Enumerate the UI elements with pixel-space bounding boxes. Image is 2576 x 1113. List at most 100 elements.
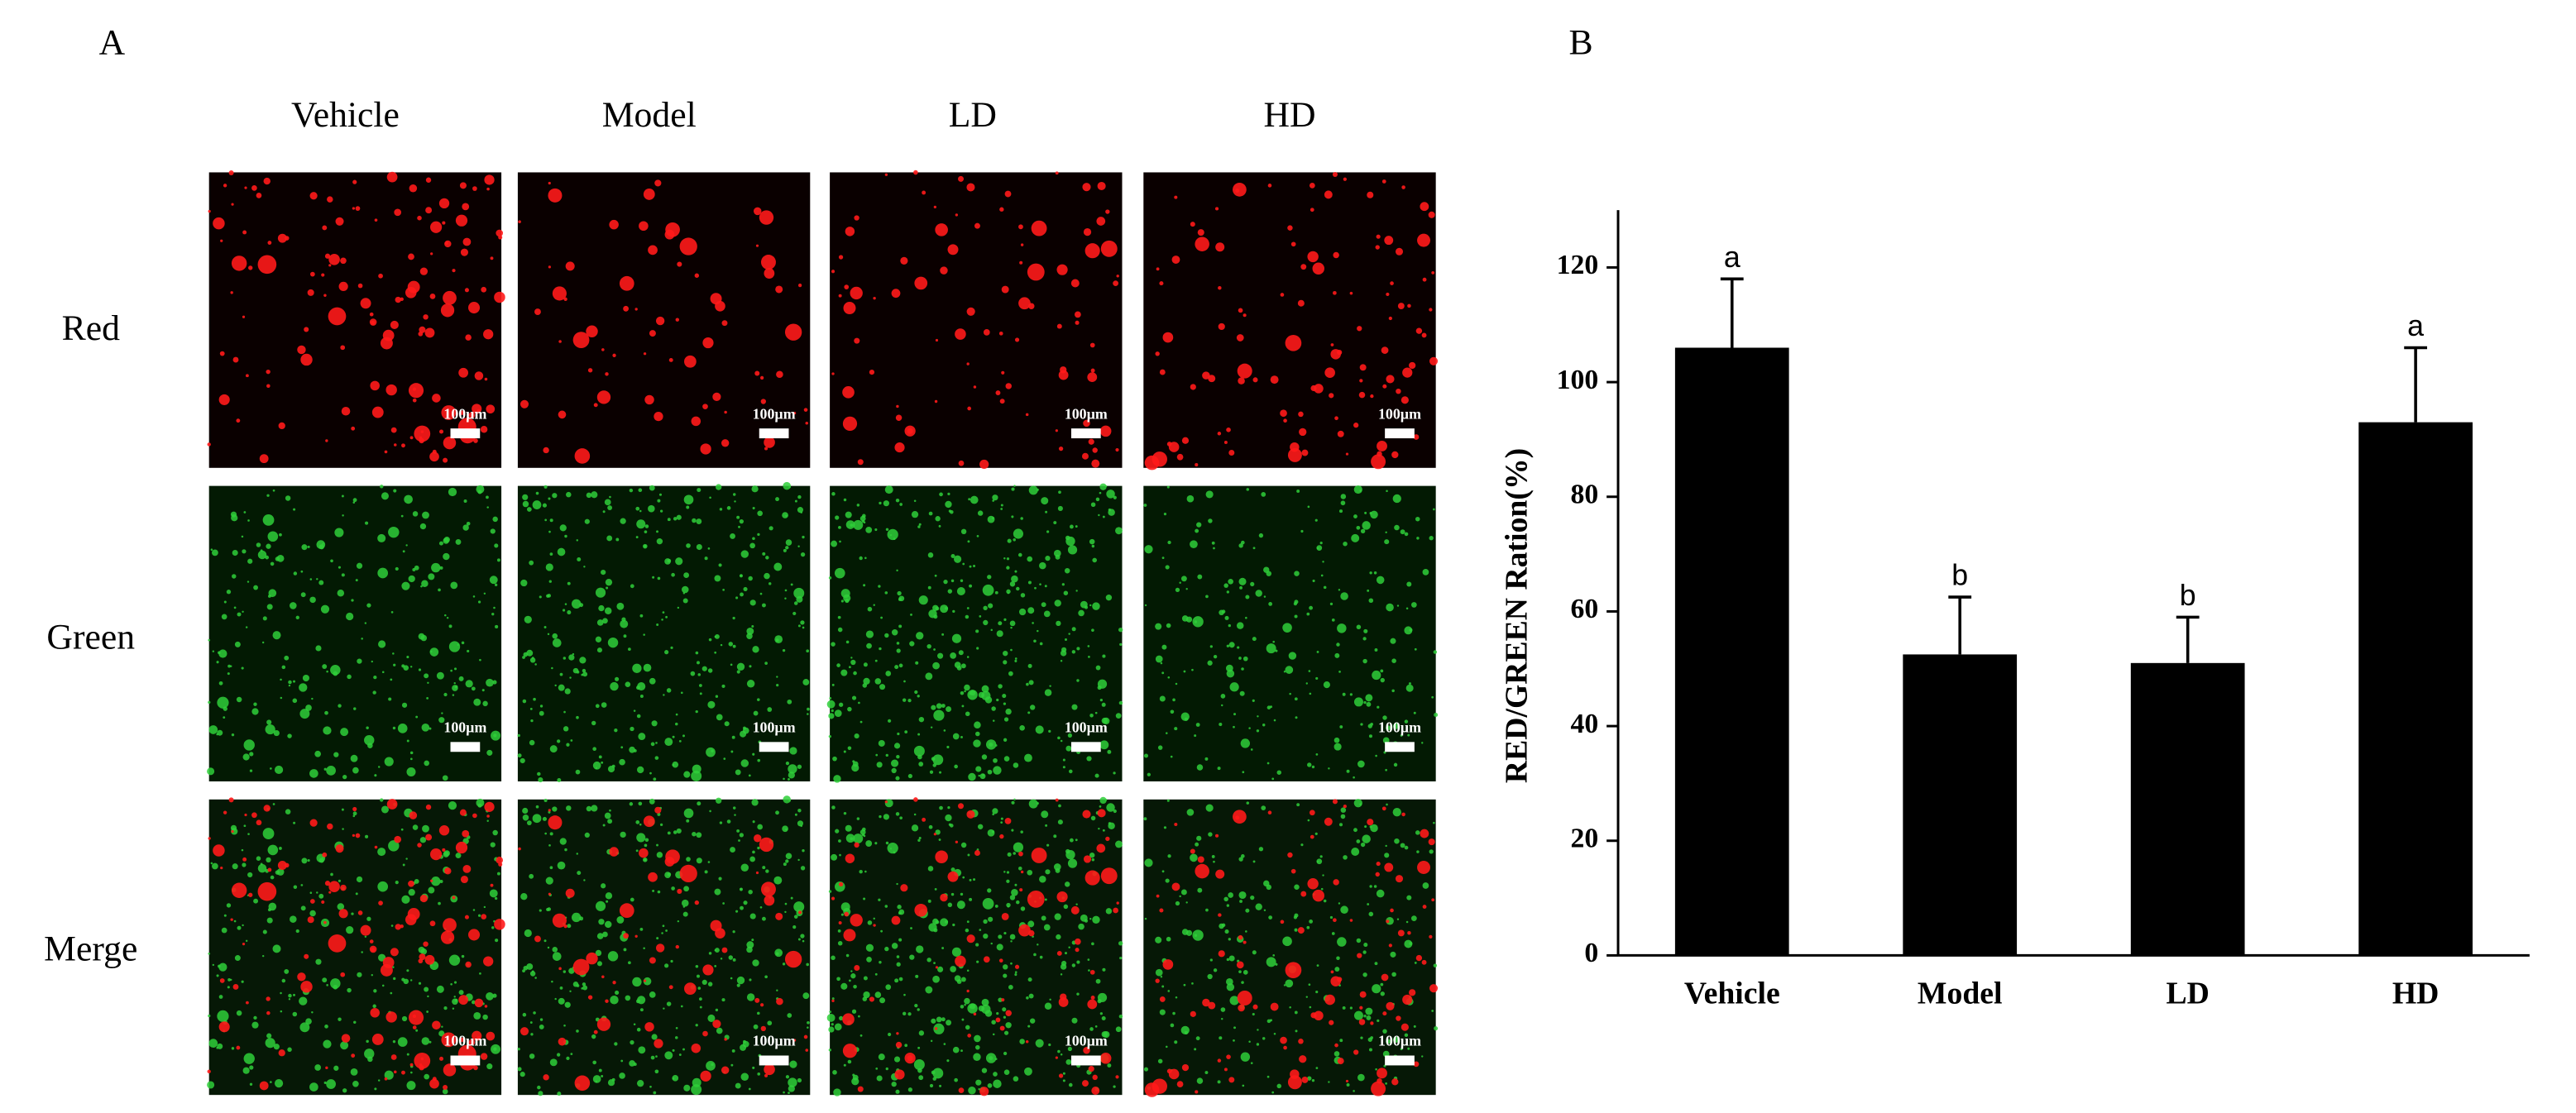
green-cell — [926, 958, 931, 963]
green-cell — [845, 511, 852, 518]
green-cell — [1119, 642, 1123, 647]
bar — [2358, 422, 2473, 956]
green-cell — [939, 1084, 942, 1087]
green-cell — [1020, 593, 1026, 598]
green-cell — [237, 612, 242, 617]
green-cell — [552, 947, 558, 953]
red-cell — [455, 841, 468, 854]
green-cell — [1190, 540, 1198, 549]
red-cell — [307, 916, 314, 924]
green-cell — [1272, 640, 1276, 643]
red-cell — [462, 829, 470, 838]
green-cell — [1155, 623, 1162, 630]
red-cell — [702, 337, 714, 349]
green-cell — [757, 1011, 760, 1015]
red-cell — [907, 428, 913, 434]
green-cell — [897, 590, 902, 596]
red-cell — [1020, 243, 1024, 246]
green-cell — [983, 605, 988, 610]
green-cell — [1362, 950, 1367, 954]
green-cell — [1209, 958, 1213, 962]
green-cell — [1104, 485, 1108, 488]
red-cell — [1381, 973, 1389, 982]
red-cell — [1332, 799, 1338, 805]
green-cell — [522, 1012, 527, 1017]
green-cell — [1311, 1078, 1315, 1082]
green-cell — [1316, 858, 1323, 865]
green-cell — [697, 661, 700, 665]
green-cell — [960, 977, 966, 982]
green-cell — [1221, 704, 1223, 707]
green-cell — [1413, 1025, 1416, 1028]
green-cell — [635, 536, 639, 539]
green-cell — [730, 977, 733, 980]
green-cell — [732, 644, 736, 648]
green-cell — [1415, 830, 1420, 835]
green-cell — [347, 987, 352, 993]
green-cell — [492, 516, 498, 523]
green-cell — [863, 897, 866, 900]
green-cell — [1404, 845, 1409, 850]
scale-bar — [1070, 742, 1101, 752]
green-cell — [968, 772, 976, 781]
red-cell — [483, 329, 494, 340]
green-cell — [1266, 1075, 1270, 1078]
green-cell — [571, 912, 582, 923]
green-cell — [1296, 803, 1300, 807]
red-cell — [1314, 384, 1324, 394]
red-cell — [1343, 804, 1347, 809]
green-cell — [438, 717, 445, 724]
green-cell — [241, 980, 244, 983]
green-cell — [1014, 883, 1017, 886]
green-cell — [625, 995, 631, 1001]
green-cell — [965, 711, 970, 717]
green-cell — [939, 492, 943, 497]
red-cell — [679, 864, 697, 883]
green-cell — [1353, 799, 1362, 808]
green-cell — [406, 767, 416, 776]
green-cell — [1020, 517, 1023, 520]
green-cell — [1334, 652, 1340, 658]
green-cell — [1213, 968, 1218, 972]
micrograph: 100µm — [517, 481, 811, 783]
red-cell — [1384, 236, 1394, 246]
green-cell — [280, 1010, 283, 1013]
panel-label: B — [1568, 23, 1592, 63]
error-bar — [1720, 277, 1744, 348]
green-cell — [236, 1010, 242, 1016]
green-cell — [943, 579, 948, 585]
red-cell — [494, 919, 505, 930]
green-cell — [595, 587, 606, 598]
green-cell — [1276, 770, 1281, 775]
x-tick-label: Model — [1918, 977, 2003, 1011]
red-cell — [933, 833, 937, 836]
green-cell — [1323, 899, 1327, 903]
green-cell — [549, 552, 553, 556]
red-cell — [1091, 1087, 1100, 1095]
green-cell — [1349, 693, 1353, 696]
green-cell — [563, 1024, 566, 1027]
green-cell — [789, 1060, 797, 1068]
green-cell — [783, 862, 787, 867]
green-cell — [676, 514, 682, 520]
green-cell — [845, 520, 855, 529]
red-cell — [1168, 442, 1180, 452]
green-cell — [1307, 505, 1310, 509]
red-cell — [955, 328, 966, 340]
green-cell — [1366, 701, 1372, 707]
micrograph: 100µm — [207, 485, 502, 781]
green-cell — [677, 920, 680, 923]
green-cell — [479, 972, 481, 975]
red-cell — [352, 834, 356, 838]
red-cell — [1055, 1056, 1058, 1059]
green-cell — [218, 649, 227, 658]
red-cell — [352, 806, 357, 812]
red-cell — [1386, 292, 1390, 297]
green-cell — [320, 604, 330, 614]
green-cell — [1300, 843, 1304, 847]
red-cell — [452, 269, 456, 273]
red-cell — [543, 447, 549, 454]
green-cell — [1009, 895, 1016, 900]
green-cell — [547, 946, 550, 949]
green-cell — [374, 1087, 377, 1091]
